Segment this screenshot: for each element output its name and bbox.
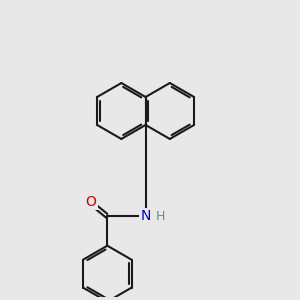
Text: N: N xyxy=(140,209,151,223)
Text: O: O xyxy=(86,194,97,208)
Text: H: H xyxy=(156,210,166,223)
